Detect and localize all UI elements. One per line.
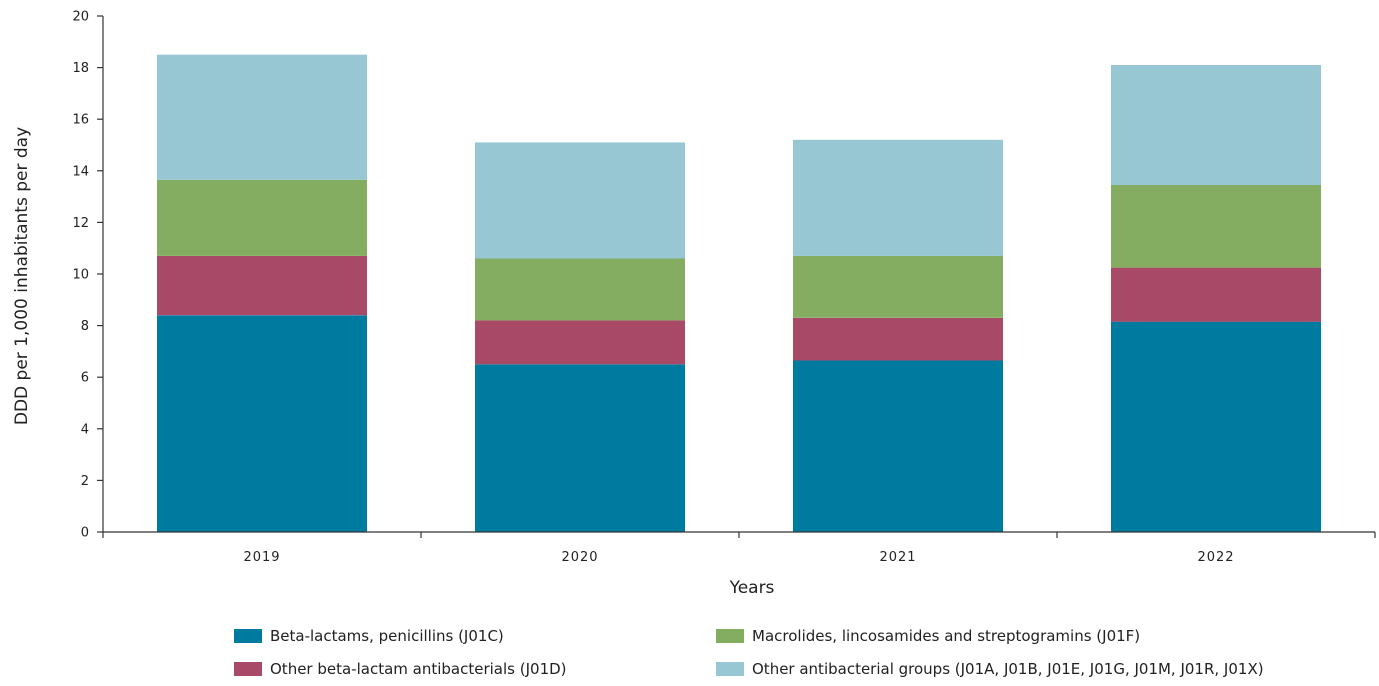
y-tick-label: 4 [81,422,89,437]
y-tick-label: 14 [72,164,89,179]
legend-label-series-3: Macrolides, lincosamides and streptogram… [752,627,1140,645]
bar-segment-2019-series-4 [157,54,367,180]
bar-segment-2022-series-1 [1111,321,1321,532]
x-axis-title: Years [729,578,775,598]
bar-segment-2021-series-2 [793,317,1003,361]
bar-segment-2022-series-4 [1111,65,1321,185]
y-tick-label: 18 [72,61,89,76]
y-tick-label: 8 [81,319,89,334]
y-tick-label: 16 [72,113,89,128]
legend: Beta-lactams, penicillins (J01C) Other be… [234,627,1264,678]
y-tick-label: 10 [72,268,89,283]
bar-segment-2019-series-1 [157,315,367,532]
bar-segment-2021-series-4 [793,139,1003,256]
bar-segment-2021-series-1 [793,360,1003,532]
legend-swatch-series-1 [234,629,262,643]
legend-swatch-series-3 [716,629,744,643]
x-tick-label: 2019 [243,550,280,565]
bars-layer [157,54,1321,532]
bar-segment-2019-series-3 [157,179,367,256]
legend-swatch-series-4 [716,662,744,676]
bar-segment-2020-series-3 [475,258,685,321]
bar-segment-2022-series-2 [1111,267,1321,322]
legend-label-series-1: Beta-lactams, penicillins (J01C) [270,627,504,645]
legend-label-series-2: Other beta-lactam antibacterials (J01D) [270,660,567,678]
bar-segment-2020-series-2 [475,320,685,365]
bar-segment-2019-series-2 [157,255,367,316]
y-tick-label: 12 [72,216,89,231]
x-tick-label: 2022 [1197,550,1234,565]
legend-swatch-series-2 [234,662,262,676]
y-tick-label: 6 [81,371,89,386]
y-ticks: 0 2 4 6 8 10 12 14 16 18 20 [72,10,103,541]
y-tick-label: 2 [81,474,89,489]
bar-segment-2022-series-3 [1111,185,1321,268]
y-tick-label: 20 [72,10,89,25]
x-tick-label: 2021 [879,550,916,565]
bar-segment-2020-series-4 [475,142,685,259]
y-axis-title: DDD per 1,000 inhabitants per day [12,127,32,425]
x-tick-label: 2020 [561,550,598,565]
legend-label-series-4: Other antibacterial groups (J01A, J01B, … [752,660,1264,678]
bar-segment-2020-series-1 [475,364,685,532]
y-tick-label: 0 [81,526,89,541]
bar-segment-2021-series-3 [793,255,1003,318]
x-ticks: 2019 2020 2021 2022 [102,532,1376,565]
